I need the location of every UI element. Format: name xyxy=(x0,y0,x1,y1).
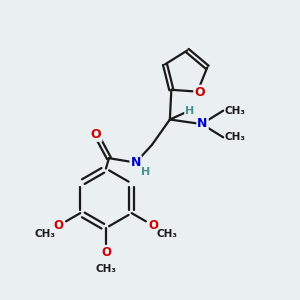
Text: H: H xyxy=(185,106,194,116)
Text: O: O xyxy=(91,128,101,141)
Text: O: O xyxy=(101,246,111,259)
Text: N: N xyxy=(130,156,141,169)
Text: O: O xyxy=(54,219,64,232)
Text: N: N xyxy=(197,118,208,130)
Text: CH₃: CH₃ xyxy=(225,106,246,116)
Text: CH₃: CH₃ xyxy=(157,229,178,239)
Text: O: O xyxy=(148,219,158,232)
Text: O: O xyxy=(194,86,205,99)
Text: CH₃: CH₃ xyxy=(95,264,116,274)
Text: H: H xyxy=(141,167,150,177)
Text: CH₃: CH₃ xyxy=(34,229,55,239)
Text: CH₃: CH₃ xyxy=(225,132,246,142)
